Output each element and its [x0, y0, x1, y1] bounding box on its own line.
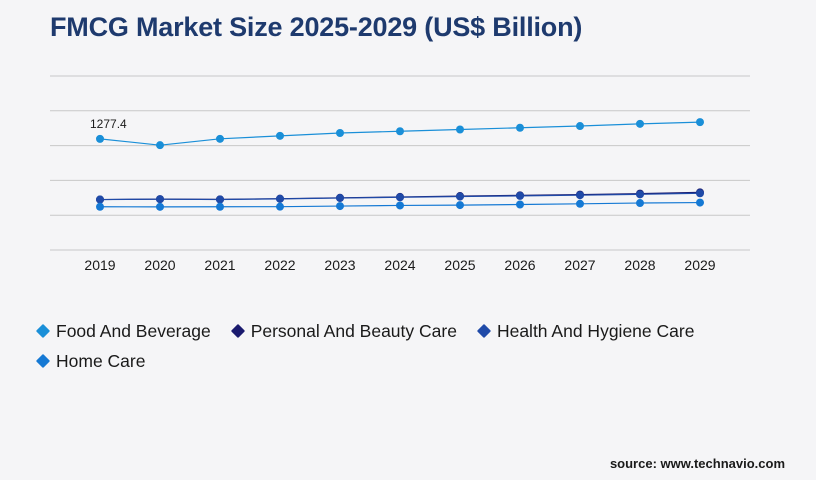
data-point	[576, 199, 584, 208]
legend-label: Food And Beverage	[56, 320, 211, 341]
data-point	[216, 134, 224, 143]
x-tick-label: 2019	[84, 257, 115, 273]
gridlines	[50, 75, 750, 251]
legend-label: Home Care	[56, 350, 146, 371]
series-markers	[96, 118, 704, 211]
x-tick-label: 2028	[624, 257, 655, 273]
data-point	[696, 189, 704, 198]
legend-marker-icon	[35, 323, 51, 339]
data-point	[456, 125, 464, 134]
data-point	[576, 122, 584, 131]
data-point	[156, 195, 164, 204]
data-point	[636, 190, 644, 199]
x-tick-label: 2025	[444, 257, 475, 273]
legend: Food And Beverage Personal And Beauty Car…	[35, 320, 778, 371]
line-chart-plot: 2019 2020 2021 2022 2023 2024 2025 2026 2027 2028…	[50, 75, 750, 273]
data-point	[516, 191, 524, 200]
x-tick-label: 2022	[264, 257, 295, 273]
data-point	[696, 118, 704, 127]
data-point	[636, 119, 644, 128]
data-point	[96, 134, 104, 143]
data-point	[516, 200, 524, 209]
data-point	[396, 201, 404, 210]
legend-item: Personal And Beauty Care	[230, 320, 457, 341]
data-point	[276, 202, 284, 211]
data-label: 1277.4	[90, 117, 127, 131]
data-point	[276, 131, 284, 140]
data-point	[516, 123, 524, 132]
data-point	[156, 202, 164, 211]
data-point	[96, 202, 104, 211]
data-point	[576, 191, 584, 200]
legend-marker-icon	[476, 323, 492, 339]
data-point	[276, 194, 284, 203]
chart-title: FMCG Market Size 2025-2029 (US$ Billion)	[50, 12, 583, 42]
x-axis-ticks: 2019 2020 2021 2022 2023 2024 2025 2026 2027 2028…	[84, 257, 715, 273]
x-tick-label: 2023	[324, 257, 355, 273]
data-point	[696, 198, 704, 207]
data-point	[396, 193, 404, 202]
data-point	[636, 199, 644, 208]
legend-item: Home Care	[35, 350, 146, 371]
legend-label: Health And Hygiene Care	[496, 320, 695, 341]
source-note: source: www.technavio.com	[609, 456, 785, 471]
data-point	[336, 128, 344, 137]
data-point	[216, 202, 224, 211]
data-point	[336, 194, 344, 203]
x-tick-label: 2029	[684, 257, 715, 273]
data-point	[456, 201, 464, 210]
data-point	[396, 127, 404, 136]
x-tick-label: 2020	[144, 257, 175, 273]
legend-marker-icon	[230, 323, 245, 339]
data-point	[456, 192, 464, 201]
legend-item: Food And Beverage	[35, 320, 211, 341]
x-tick-label: 2024	[384, 257, 415, 273]
data-point	[96, 195, 104, 204]
x-tick-label: 2021	[204, 257, 235, 273]
data-point	[216, 195, 224, 204]
x-tick-label: 2027	[564, 257, 595, 273]
data-point	[156, 141, 164, 150]
legend-label: Personal And Beauty Care	[250, 320, 457, 341]
legend-marker-icon	[35, 353, 51, 369]
legend-item: Health And Hygiene Care	[476, 320, 695, 341]
x-tick-label: 2026	[504, 257, 535, 273]
data-point	[336, 202, 344, 211]
data-labels: 1277.4	[90, 117, 127, 131]
